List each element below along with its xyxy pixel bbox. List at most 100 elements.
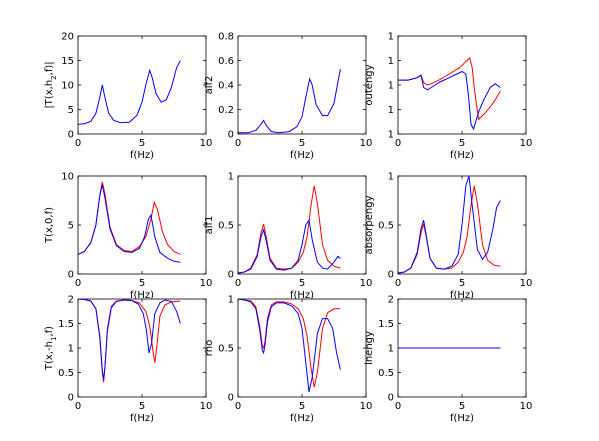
- x-tick-label: 10: [360, 278, 373, 289]
- y-tick-label: 0: [388, 393, 394, 404]
- series-line-2: [77, 298, 181, 380]
- y-axis-label: alf1: [204, 216, 215, 235]
- plot-area: [237, 175, 367, 275]
- y-axis-label: |T(x,h2,f)|: [44, 61, 58, 108]
- y-tick-label: 1: [388, 344, 394, 355]
- y-tick-label: 0.4: [218, 81, 234, 92]
- x-tick-label: 0: [75, 138, 81, 149]
- x-tick-label: 5: [459, 278, 465, 289]
- x-axis-label: f(Hz): [130, 150, 154, 161]
- y-tick-label: 1: [388, 172, 394, 183]
- y-tick-label: 0: [68, 130, 74, 141]
- x-tick-label: 10: [200, 278, 213, 289]
- plot-area: [397, 35, 527, 135]
- y-axis-label: inengy: [364, 331, 375, 365]
- series-line-2: [397, 175, 501, 274]
- x-tick-label: 10: [200, 401, 213, 412]
- plot-area: [237, 35, 367, 135]
- y-axis-label: T(x,-h1,f): [44, 326, 58, 371]
- x-tick-label: 5: [299, 278, 305, 289]
- y-tick-label: 2: [388, 295, 394, 306]
- y-tick-label: 0: [228, 130, 234, 141]
- y-tick-label: 1: [388, 105, 394, 116]
- subplot-8: 0 5 10 0 0.5 1 f(Hz) rho: [204, 295, 372, 425]
- y-axis-label: T(x,0,f): [44, 207, 55, 244]
- y-tick-label: 2: [68, 295, 74, 306]
- y-axis-label: alf2: [204, 76, 215, 95]
- series-line-1: [77, 60, 181, 125]
- subplot-5: 0 5 10 0 0.5 1 f(Hz) alf1: [204, 172, 372, 302]
- series-line-2: [398, 70, 501, 131]
- subplot-7: 0 5 10 0 0.5 1 1.5 2 f(Hz) T(x,-h1,f): [44, 295, 212, 425]
- x-axis-label: f(Hz): [450, 150, 474, 161]
- x-tick-label: 10: [360, 401, 373, 412]
- y-tick-label: 1.5: [58, 319, 74, 330]
- y-tick-label: 20: [61, 32, 74, 43]
- y-tick-label: 0: [388, 270, 394, 281]
- y-tick-label: 1: [228, 172, 234, 183]
- y-tick-label: 0.5: [58, 368, 74, 379]
- series-line-1: [238, 69, 341, 134]
- x-axis-label: f(Hz): [450, 290, 474, 301]
- x-tick-label: 0: [235, 138, 241, 149]
- x-tick-label: 0: [395, 401, 401, 412]
- x-tick-label: 5: [139, 401, 145, 412]
- x-tick-label: 5: [459, 401, 465, 412]
- x-tick-label: 0: [235, 278, 241, 289]
- x-tick-label: 0: [235, 401, 241, 412]
- x-tick-label: 0: [75, 278, 81, 289]
- x-tick-label: 10: [200, 138, 213, 149]
- y-tick-label: 10: [61, 81, 74, 92]
- subplot-4: 0 5 10 0 5 10 f(Hz) T(x,0,f): [44, 172, 212, 302]
- subplot-2: 0 5 10 0 0.2 0.4 0.6 0.8 f(Hz) alf2: [204, 32, 372, 162]
- x-tick-label: 10: [520, 138, 533, 149]
- y-axis-label: outengy: [364, 64, 375, 105]
- x-tick-label: 5: [139, 138, 145, 149]
- y-tick-label: 0.5: [218, 344, 234, 355]
- x-axis-label: f(Hz): [450, 413, 474, 424]
- y-tick-label: 1: [228, 295, 234, 306]
- plot-area: [77, 298, 207, 398]
- series-line-2: [237, 218, 341, 274]
- x-axis-label: f(Hz): [130, 413, 154, 424]
- x-axis-label: f(Hz): [290, 290, 314, 301]
- y-tick-label: 5: [68, 221, 74, 232]
- x-tick-label: 10: [520, 401, 533, 412]
- subplot-9: 0 5 10 0 0.5 1 1.5 2 f(Hz) inengy: [364, 295, 532, 425]
- x-tick-label: 0: [75, 401, 81, 412]
- x-axis-label: f(Hz): [290, 150, 314, 161]
- x-tick-label: 0: [395, 278, 401, 289]
- y-axis-label: rho: [204, 340, 215, 356]
- y-tick-label: 1: [388, 32, 394, 43]
- y-tick-label: 1: [388, 56, 394, 67]
- y-tick-label: 1: [388, 130, 394, 141]
- plot-area: [77, 35, 207, 135]
- series-line-2: [77, 184, 181, 263]
- y-tick-label: 5: [68, 105, 74, 116]
- series-line-2: [237, 298, 341, 393]
- x-tick-label: 5: [299, 138, 305, 149]
- x-axis-label: f(Hz): [130, 290, 154, 301]
- y-tick-label: 15: [61, 56, 74, 67]
- y-tick-label: 0.6: [218, 56, 234, 67]
- y-tick-label: 0.8: [218, 32, 234, 43]
- x-tick-label: 10: [360, 138, 373, 149]
- plot-area: [77, 175, 207, 275]
- y-tick-label: 0: [68, 393, 74, 404]
- y-tick-label: 0.5: [378, 221, 394, 232]
- y-tick-label: 1: [388, 81, 394, 92]
- y-tick-label: 0: [228, 393, 234, 404]
- y-tick-label: 1: [68, 344, 74, 355]
- subplot-6: 0 5 10 0 0.5 1 f(Hz) absorpengy: [364, 172, 532, 302]
- x-tick-label: 5: [139, 278, 145, 289]
- x-tick-label: 5: [459, 138, 465, 149]
- y-tick-label: 0.2: [218, 105, 234, 116]
- series-line-1: [237, 298, 341, 388]
- subplot-3: 0 5 10 1 1 1 1 1 f(Hz) outengy: [364, 32, 532, 162]
- y-tick-label: 0: [228, 270, 234, 281]
- y-tick-label: 1.5: [378, 319, 394, 330]
- x-tick-label: 0: [395, 138, 401, 149]
- y-tick-label: 10: [61, 172, 74, 183]
- y-tick-label: 0.5: [218, 221, 234, 232]
